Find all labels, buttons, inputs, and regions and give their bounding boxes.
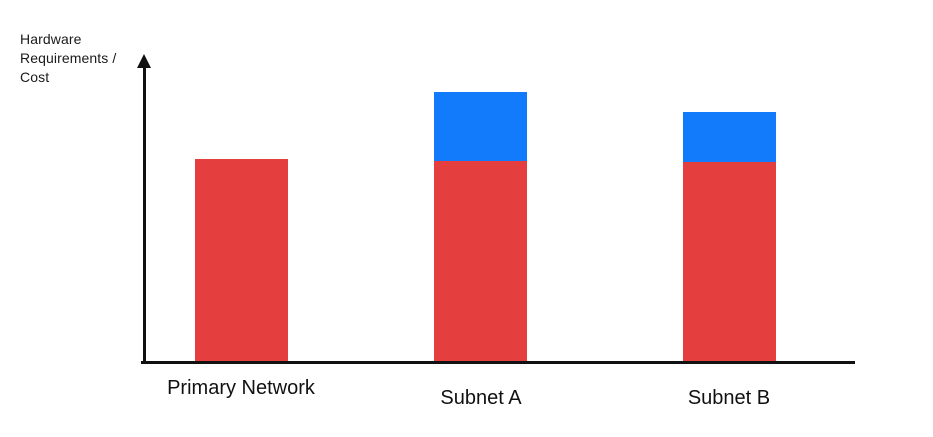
bar-segment-red-base-segment <box>434 161 527 364</box>
bar-segment-blue-top-segment <box>683 112 776 162</box>
category-label-subnet-a: Subnet A <box>440 387 522 409</box>
bar-segment-red-base-segment <box>683 162 776 364</box>
category-label-primary-network: Primary Network <box>167 377 315 399</box>
bar-segment-red-base-segment <box>195 159 288 364</box>
y-axis-line <box>143 64 146 364</box>
x-axis-line <box>141 361 855 364</box>
bar-segment-blue-top-segment <box>434 92 527 161</box>
y-axis-title: Hardware Requirements / Cost <box>20 31 117 85</box>
y-axis-arrow-icon <box>137 54 151 68</box>
category-label-subnet-b: Subnet B <box>687 387 771 409</box>
